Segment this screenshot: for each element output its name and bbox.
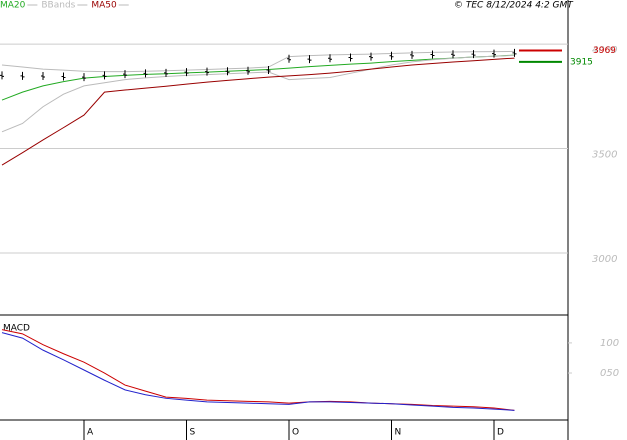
- y-tick-label: 3500: [592, 150, 617, 161]
- last-value-label: 3915: [570, 57, 593, 67]
- x-tick-label: A: [87, 428, 94, 438]
- price-bar: [225, 67, 230, 76]
- y-tick-label: 050: [600, 368, 619, 379]
- x-tick-label: O: [292, 428, 299, 438]
- chart-title: © TEC 8/12/2024 4:2 GMT: [454, 1, 574, 11]
- price-bar: [41, 72, 45, 81]
- ma-line: [1, 57, 515, 166]
- y-tick-label: 100: [600, 338, 619, 349]
- price-bar: [471, 50, 476, 59]
- price-bar: [287, 54, 291, 63]
- price-bar: [307, 55, 312, 64]
- price-bar: [451, 50, 455, 59]
- ma-line: [1, 54, 515, 101]
- price-bar: [410, 50, 414, 59]
- price-bar: [102, 71, 107, 80]
- price-bar: [430, 50, 435, 59]
- price-bar: [512, 48, 517, 57]
- price-bar: [492, 49, 496, 58]
- band-line: [1, 54, 515, 133]
- price-bar: [20, 71, 25, 80]
- price-bar: [348, 53, 353, 62]
- price-bar: [389, 51, 394, 60]
- macd-line: [1, 332, 515, 411]
- last-value-label: 3969: [593, 46, 616, 56]
- price-bar: [369, 52, 373, 61]
- price-bar: [205, 67, 209, 76]
- y-tick-label: 3000: [592, 254, 617, 265]
- x-tick-label: N: [395, 428, 402, 438]
- macd-line: [1, 329, 515, 411]
- legend-label: BBands: [41, 1, 75, 11]
- price-bar: [61, 72, 66, 81]
- price-bar: [164, 68, 168, 77]
- x-tick-label: D: [497, 428, 504, 438]
- ma-line: [1, 50, 515, 73]
- price-bar: [266, 65, 271, 74]
- price-bar: [328, 54, 332, 63]
- price-bar: [82, 73, 86, 82]
- x-tick-label: S: [190, 428, 196, 438]
- price-bar: [184, 68, 189, 77]
- y-tick-label: 4000: [592, 45, 617, 56]
- legend-label: MA20: [0, 1, 26, 11]
- price-bar: [246, 66, 250, 75]
- legend-label: MA50: [91, 1, 117, 11]
- price-bar: [0, 71, 4, 80]
- price-bar: [143, 69, 148, 78]
- panel-title: MACD: [3, 324, 30, 334]
- price-bar: [123, 70, 127, 79]
